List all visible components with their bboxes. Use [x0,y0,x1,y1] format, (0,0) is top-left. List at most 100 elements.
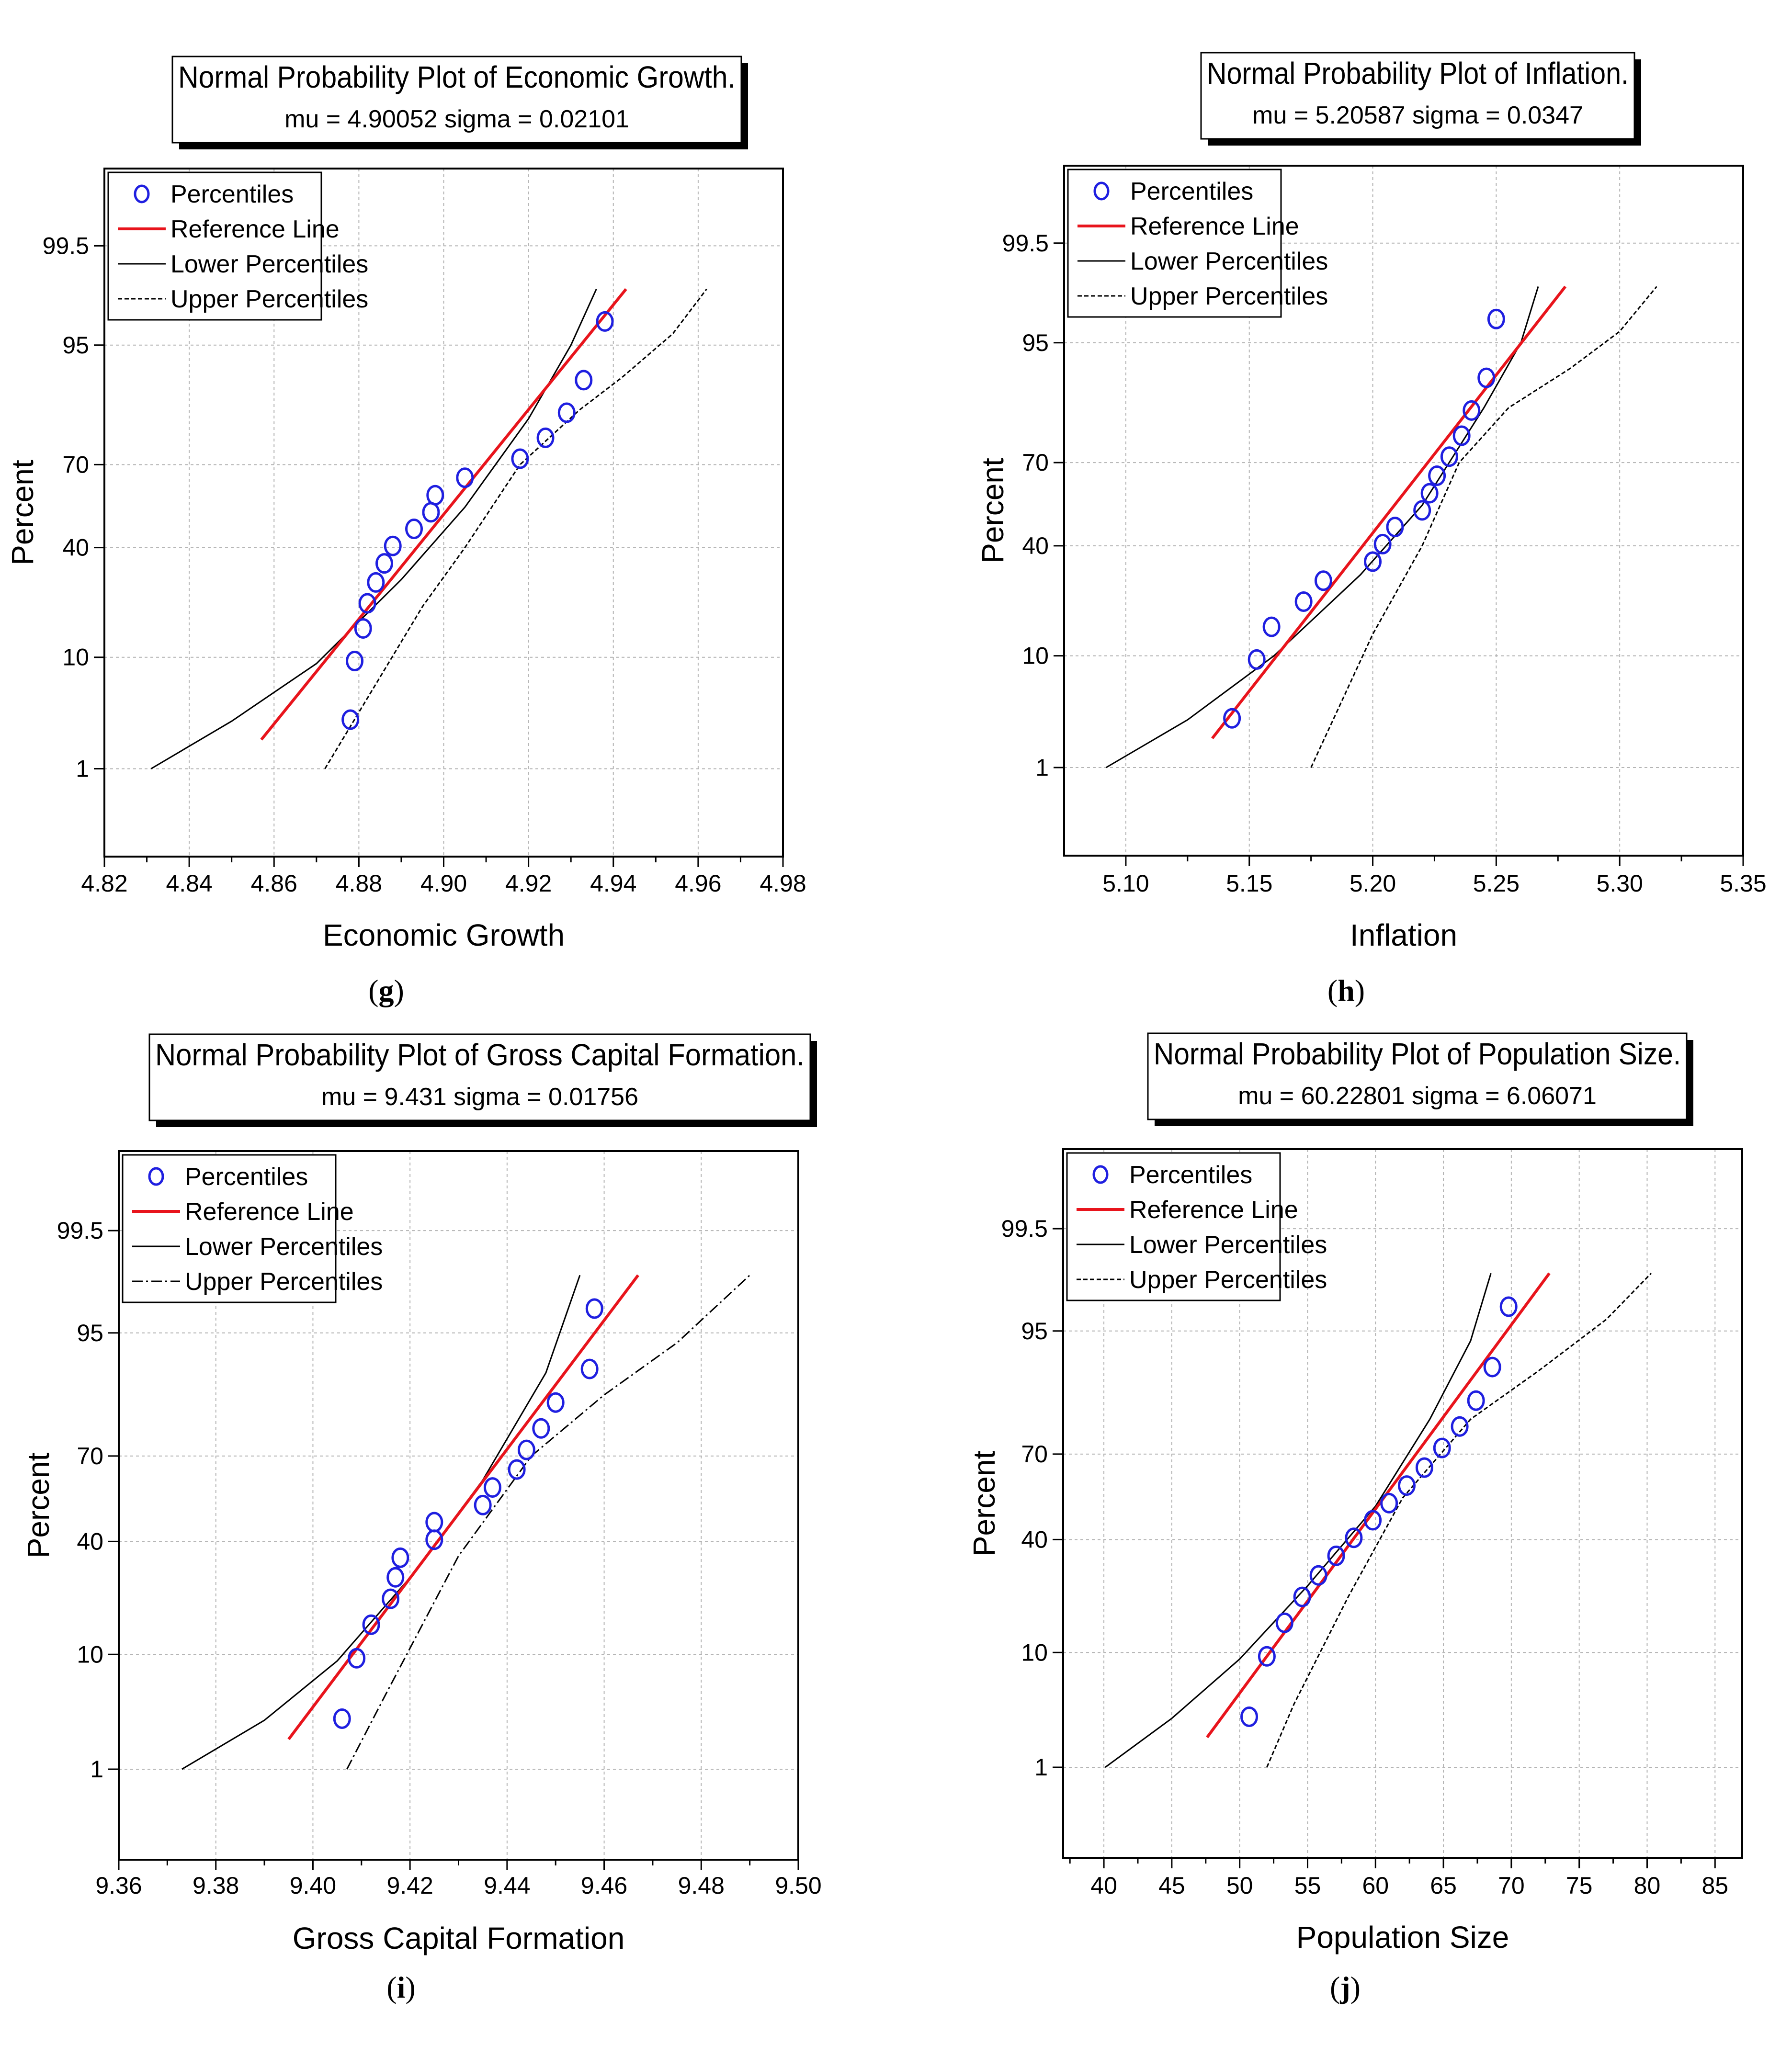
panel-label: (h) [1327,973,1365,1007]
percentile-point [382,1588,400,1609]
legend-marker [1093,181,1110,201]
y-tick-label: 95 [1021,1318,1048,1345]
x-tick-label: 5.35 [1720,870,1766,897]
chart-panel-i: Normal Probability Plot of Gross Capital… [21,1033,822,2004]
x-tick-label: 70 [1498,1872,1525,1899]
percentile-point [1487,308,1505,329]
y-tick-label: 95 [1022,329,1049,356]
percentile-point [580,1358,599,1379]
panel-label-open: ( [368,973,378,1007]
percentile-point [1483,1356,1501,1378]
percentile-point [1440,446,1458,467]
percentile-point [456,467,474,488]
panel-label-letter: h [1338,973,1355,1007]
y-tick-label: 1 [1034,1754,1048,1781]
panel-label-open: ( [1327,973,1338,1007]
x-tick-label: 4.98 [760,870,806,897]
legend-label: Percentiles [1129,1161,1252,1189]
percentile-point [596,311,614,332]
y-tick-label: 1 [90,1756,103,1783]
x-tick-label: 4.82 [81,870,127,897]
panel-label-letter: j [1339,1970,1350,2004]
percentile-point [367,572,385,593]
x-tick-label: 4.86 [251,870,297,897]
percentile-point [1386,517,1404,538]
x-tick-label: 60 [1362,1872,1389,1899]
legend-label: Percentiles [1130,178,1253,205]
grid [119,1151,798,1860]
x-tick-label: 85 [1701,1872,1728,1899]
percentile-point [1413,500,1431,521]
panel-label-letter: g [379,973,394,1007]
percentile-point [1428,465,1446,486]
x-tick-label: 9.36 [95,1872,142,1899]
x-tick-label: 40 [1090,1872,1117,1899]
chart-subtitle: mu = 9.431 sigma = 0.01756 [321,1083,638,1111]
x-tick-label: 75 [1566,1872,1593,1899]
x-tick-label: 9.50 [775,1872,821,1899]
y-tick-label: 10 [77,1641,103,1668]
legend-box [1066,1152,1281,1301]
x-tick-label: 4.88 [336,870,382,897]
chart-title: Normal Probability Plot of Inflation. [1207,56,1629,90]
percentile-point [1258,1646,1276,1667]
panel-label-close: ) [394,973,404,1007]
y-tick-label: 99.5 [1001,1215,1048,1242]
y-tick-label: 95 [77,1320,103,1346]
percentile-point [422,502,440,523]
y-tick-label: 1 [76,755,89,782]
lower-percentiles-line [1105,286,1539,768]
percentile-point [557,402,576,423]
panel-label: (i) [386,1970,415,2004]
percentile-point [1499,1296,1518,1317]
x-tick-label: 9.42 [386,1872,433,1899]
title-box [1147,1032,1688,1120]
percentile-point [1451,1416,1469,1437]
percentile-point [1380,1492,1398,1514]
x-axis-label: Gross Capital Formation [293,1921,625,1955]
legend-label: Lower Percentiles [170,250,368,278]
x-tick-label: 4.94 [590,870,636,897]
percentile-point [375,553,394,574]
x-axis-label: Economic Growth [323,918,565,952]
reference-line [260,288,627,741]
y-tick-label: 70 [62,451,89,478]
chart-title: Normal Probability Plot of Economic Grow… [178,60,736,94]
percentile-point [391,1547,409,1568]
legend-label: Reference Line [1129,1196,1298,1224]
legend-marker [148,1167,164,1186]
legend-label: Upper Percentiles [170,285,368,313]
panel-label-open: ( [386,1970,397,2004]
lower-percentiles-line [150,289,597,769]
reference-line [1206,1272,1551,1739]
percentile-point [483,1477,501,1498]
percentile-point [575,370,593,391]
percentile-point [1293,1586,1311,1607]
y-tick-label: 99.5 [1002,230,1049,257]
legend-label: Reference Line [185,1198,354,1226]
percentile-point [1373,533,1392,554]
legend-label: Lower Percentiles [1130,248,1328,275]
legend-box [1067,169,1282,318]
y-tick-label: 40 [77,1528,103,1555]
percentile-point [1345,1527,1363,1548]
y-tick-label: 70 [1022,449,1049,476]
y-tick-label: 70 [77,1443,103,1469]
percentile-point [1477,367,1496,388]
legend: Percentiles Reference Line Lower Percentil… [1067,169,1328,318]
y-tick-label: 99.5 [57,1217,103,1244]
chart-title: Normal Probability Plot of Gross Capital… [155,1038,805,1072]
data-layer [1105,1272,1652,1768]
y-tick-label: 99.5 [43,232,89,259]
x-axis-label: Population Size [1296,1920,1509,1955]
lower-percentiles-line [1105,1273,1492,1768]
legend-label: Upper Percentiles [185,1268,383,1296]
percentile-point [1415,1457,1433,1478]
percentile-point [1262,616,1281,637]
title-box [1200,52,1635,140]
x-tick-label: 9.48 [678,1872,725,1899]
x-tick-label: 5.15 [1226,870,1272,897]
chart-panel-h: Normal Probability Plot of Inflation. mu … [975,52,1767,1007]
legend-label: Reference Line [170,215,340,243]
